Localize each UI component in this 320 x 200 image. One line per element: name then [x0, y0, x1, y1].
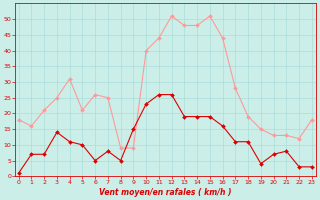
X-axis label: Vent moyen/en rafales ( km/h ): Vent moyen/en rafales ( km/h ): [99, 188, 231, 197]
